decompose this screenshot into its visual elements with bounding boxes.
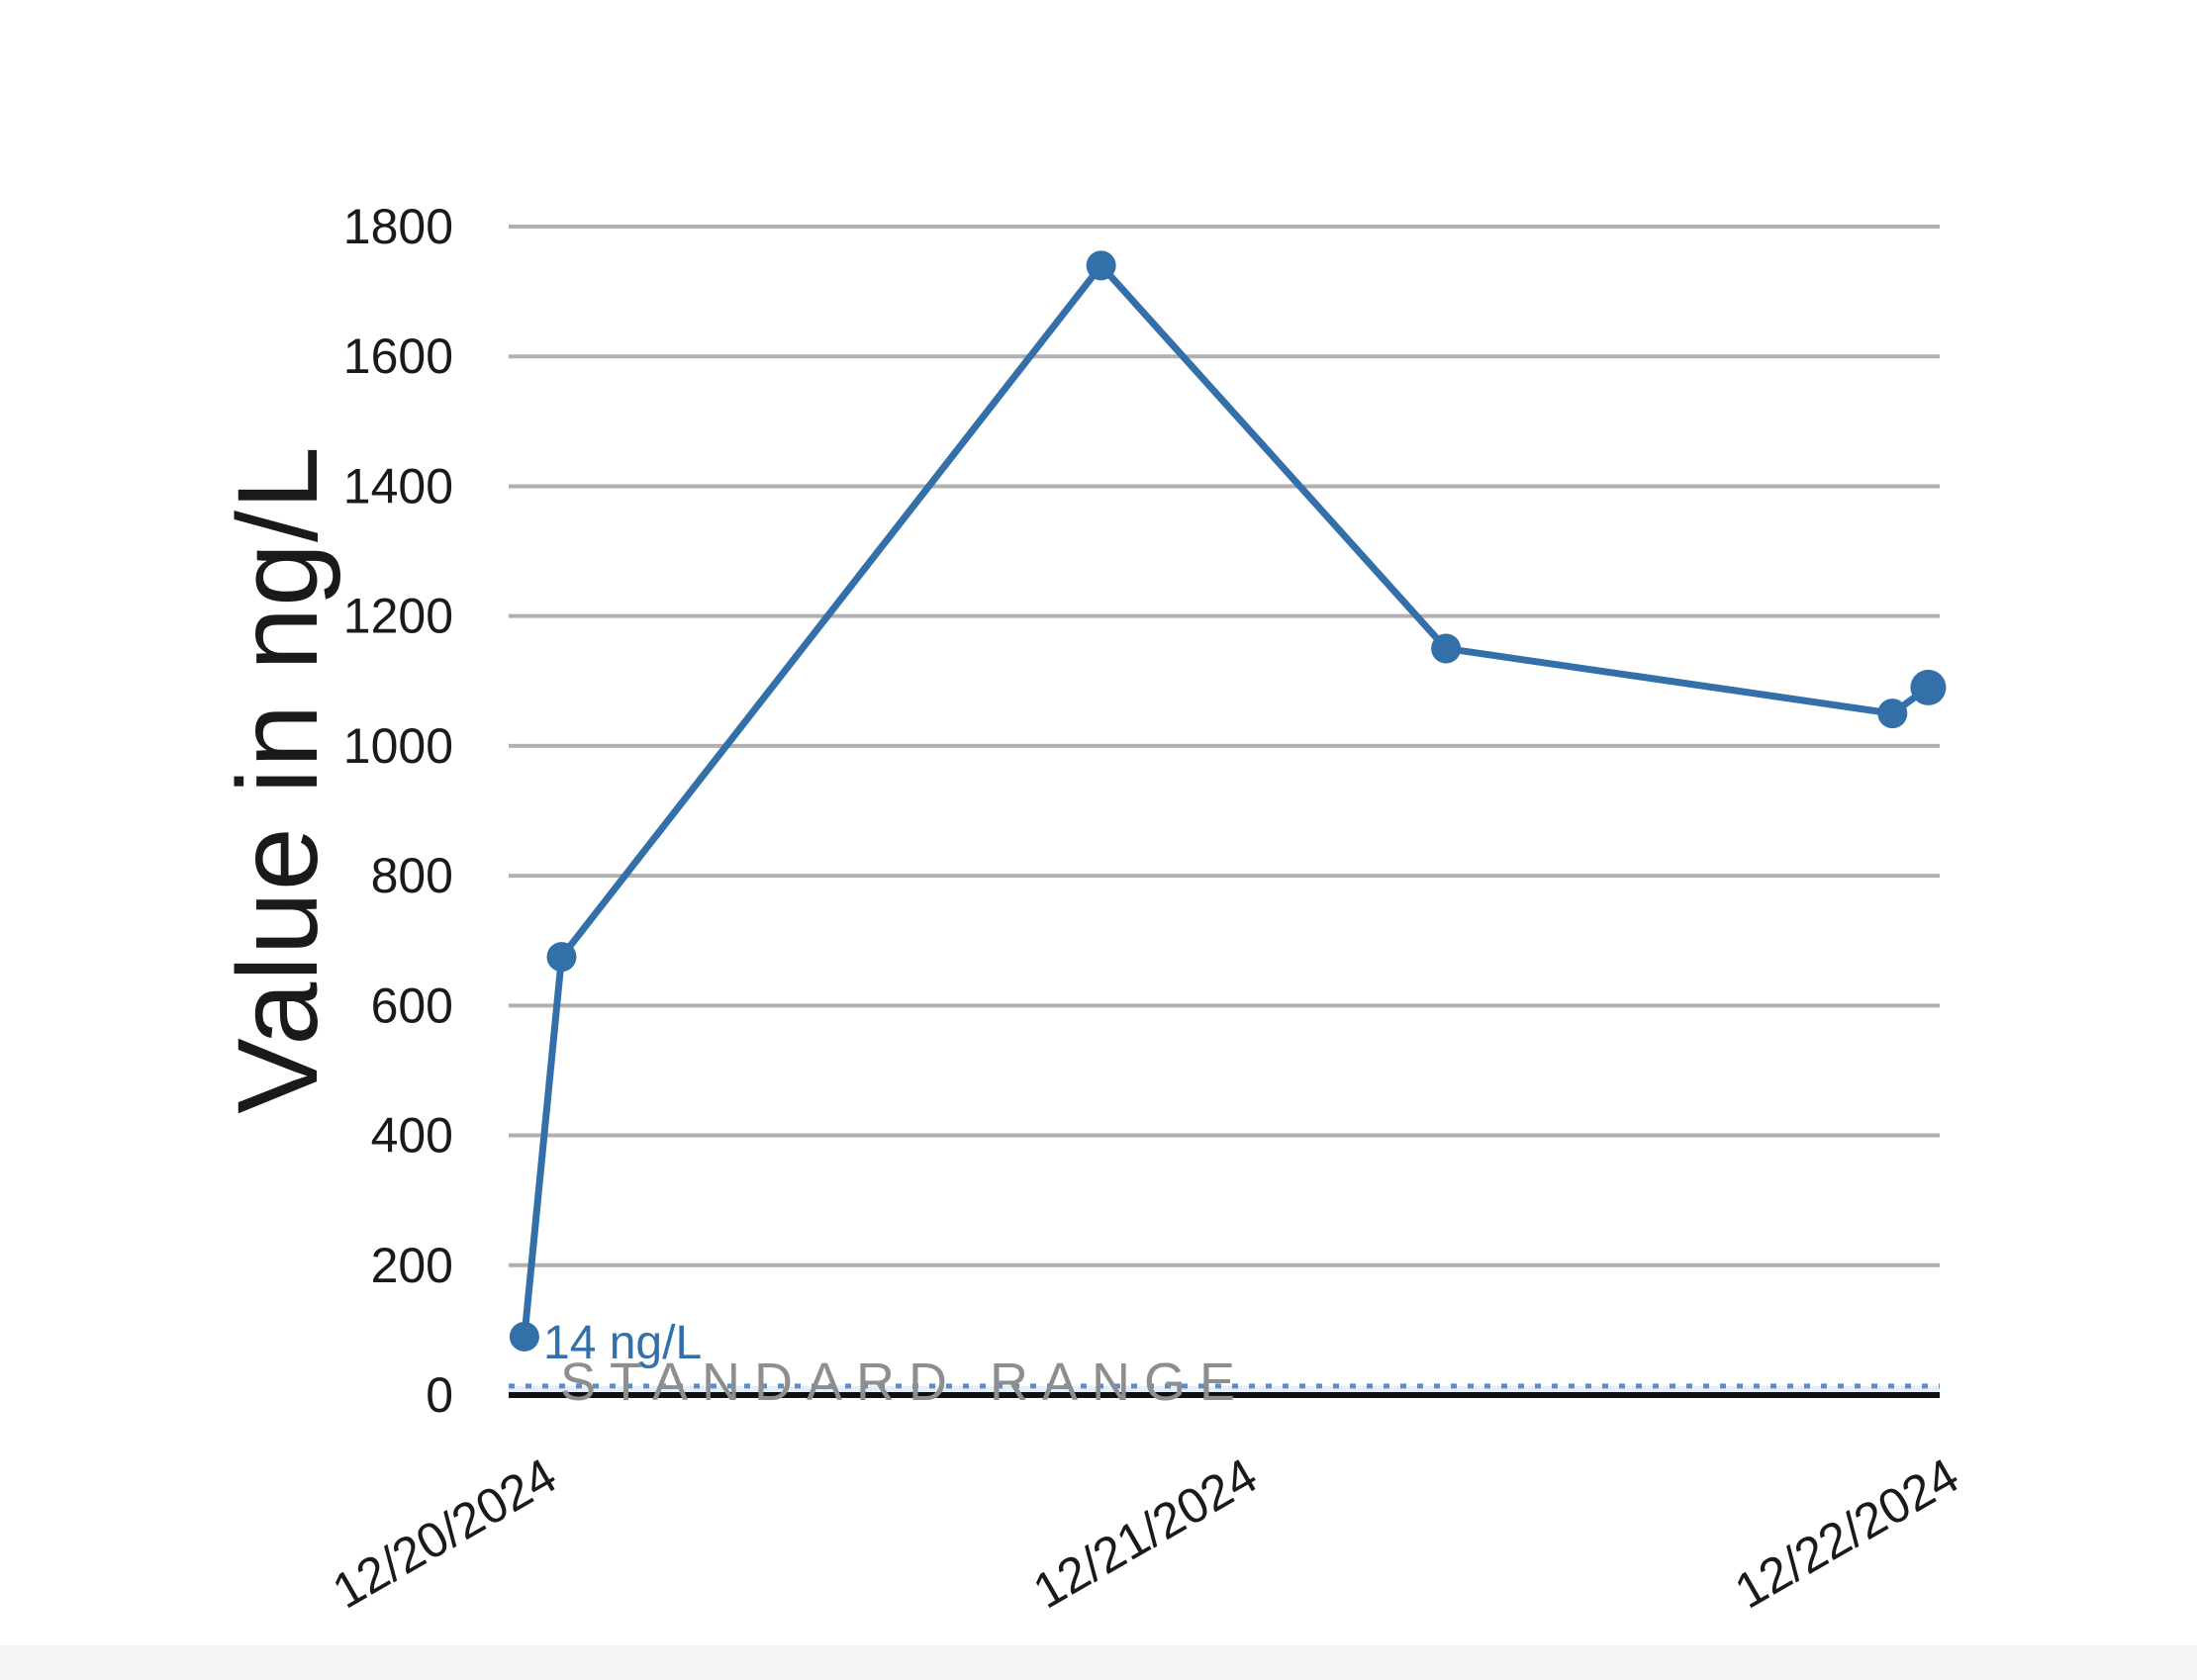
y-tick-label: 400 bbox=[371, 1108, 453, 1164]
y-tick-label: 800 bbox=[371, 848, 453, 903]
y-tick-label: 1400 bbox=[343, 458, 453, 513]
data-point-marker[interactable] bbox=[1086, 250, 1116, 281]
standard-range-band bbox=[509, 1385, 1940, 1395]
y-tick-label: 0 bbox=[426, 1367, 453, 1423]
standard-range-label: STANDARD RANGE bbox=[560, 1353, 1250, 1412]
data-point-marker[interactable] bbox=[546, 942, 577, 973]
data-point-marker[interactable] bbox=[1431, 633, 1462, 664]
trend-line bbox=[521, 261, 1932, 1341]
y-axis-title: Value in ng/L bbox=[215, 445, 341, 1114]
standard-range-value-label: 14 ng/L bbox=[543, 1317, 703, 1369]
data-point-marker[interactable] bbox=[509, 1321, 539, 1352]
y-tick-label: 200 bbox=[371, 1238, 453, 1293]
data-point-marker[interactable] bbox=[1910, 669, 1947, 705]
y-tick-label: 600 bbox=[371, 978, 453, 1033]
y-tick-label: 1200 bbox=[343, 589, 453, 644]
y-tick-label: 1800 bbox=[343, 199, 453, 254]
y-tick-label: 1600 bbox=[343, 328, 453, 384]
y-tick-label: 1000 bbox=[343, 718, 453, 774]
data-point-marker[interactable] bbox=[1877, 699, 1908, 729]
bottom-edge-strip bbox=[0, 1645, 2197, 1680]
